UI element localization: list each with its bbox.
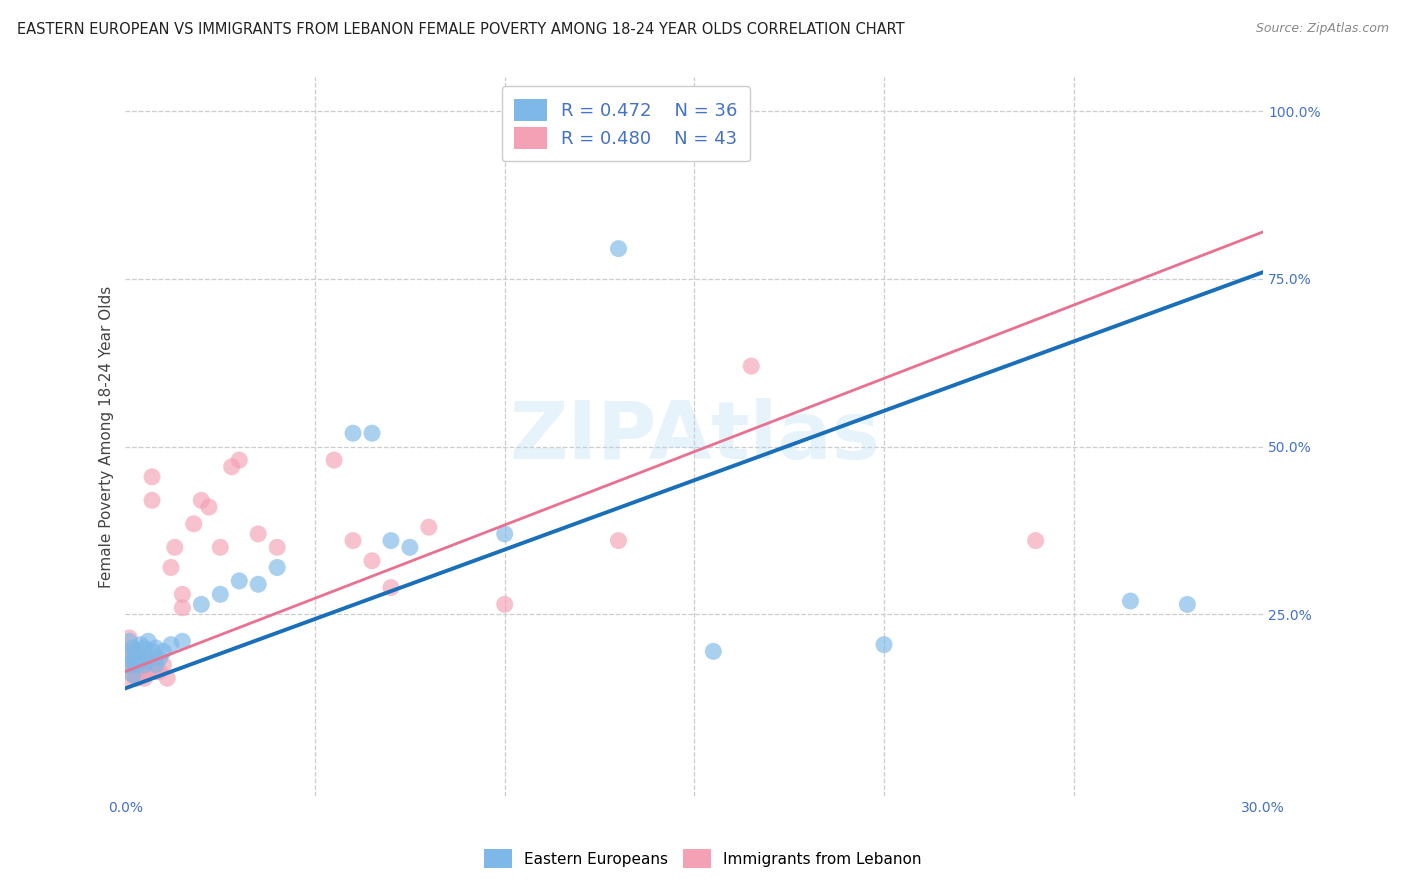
Point [361, 426, 384, 441]
Point [494, 527, 516, 541]
Point [266, 541, 288, 555]
Point [118, 634, 141, 648]
Point [122, 655, 145, 669]
Point [118, 648, 141, 662]
Point [134, 640, 156, 655]
Point [118, 631, 141, 645]
Point [323, 453, 346, 467]
Point [118, 657, 141, 672]
Point [122, 657, 145, 672]
Point [172, 600, 194, 615]
Y-axis label: Female Poverty Among 18-24 Year Olds: Female Poverty Among 18-24 Year Olds [100, 285, 114, 588]
Point [136, 634, 159, 648]
Point [702, 644, 724, 658]
Point [1175, 598, 1198, 612]
Point [129, 665, 152, 679]
Point [118, 671, 141, 685]
Point [136, 651, 159, 665]
Point [125, 657, 148, 672]
Point [183, 516, 205, 531]
Point [160, 638, 183, 652]
Point [228, 453, 250, 467]
Point [361, 554, 384, 568]
Point [342, 533, 364, 548]
Point [380, 533, 402, 548]
Point [380, 581, 402, 595]
Point [190, 598, 212, 612]
Point [172, 634, 194, 648]
Point [125, 644, 148, 658]
Point [209, 541, 232, 555]
Point [141, 644, 163, 658]
Point [228, 574, 250, 588]
Point [740, 359, 762, 373]
Point [141, 493, 163, 508]
Point [221, 459, 243, 474]
Point [122, 640, 145, 655]
Point [152, 657, 174, 672]
Point [1025, 533, 1047, 548]
Point [607, 242, 630, 256]
Point [118, 657, 141, 672]
Point [145, 651, 167, 665]
Point [494, 598, 516, 612]
Point [160, 560, 183, 574]
Point [266, 560, 288, 574]
Point [125, 671, 148, 685]
Point [122, 668, 145, 682]
Point [247, 577, 270, 591]
Point [129, 655, 152, 669]
Point [134, 671, 156, 685]
Point [399, 541, 422, 555]
Point [149, 651, 172, 665]
Point [145, 665, 167, 679]
Point [418, 520, 440, 534]
Point [122, 668, 145, 682]
Point [209, 587, 232, 601]
Legend: R = 0.472    N = 36, R = 0.480    N = 43: R = 0.472 N = 36, R = 0.480 N = 43 [502, 87, 751, 161]
Point [152, 644, 174, 658]
Point [125, 657, 148, 672]
Point [198, 500, 221, 514]
Legend: Eastern Europeans, Immigrants from Lebanon: Eastern Europeans, Immigrants from Leban… [477, 841, 929, 875]
Point [141, 470, 163, 484]
Point [247, 527, 270, 541]
Point [118, 644, 141, 658]
Text: EASTERN EUROPEAN VS IMMIGRANTS FROM LEBANON FEMALE POVERTY AMONG 18-24 YEAR OLDS: EASTERN EUROPEAN VS IMMIGRANTS FROM LEBA… [17, 22, 904, 37]
Point [136, 665, 159, 679]
Point [163, 541, 186, 555]
Point [145, 640, 167, 655]
Point [122, 648, 145, 662]
Point [607, 533, 630, 548]
Point [134, 657, 156, 672]
Point [149, 665, 172, 679]
Point [129, 638, 152, 652]
Point [134, 657, 156, 672]
Point [190, 493, 212, 508]
Point [136, 655, 159, 669]
Point [1119, 594, 1142, 608]
Text: ZIPAtlas: ZIPAtlas [509, 398, 880, 475]
Point [342, 426, 364, 441]
Point [156, 671, 179, 685]
Text: Source: ZipAtlas.com: Source: ZipAtlas.com [1256, 22, 1389, 36]
Point [145, 657, 167, 672]
Point [129, 655, 152, 669]
Point [172, 587, 194, 601]
Point [873, 638, 896, 652]
